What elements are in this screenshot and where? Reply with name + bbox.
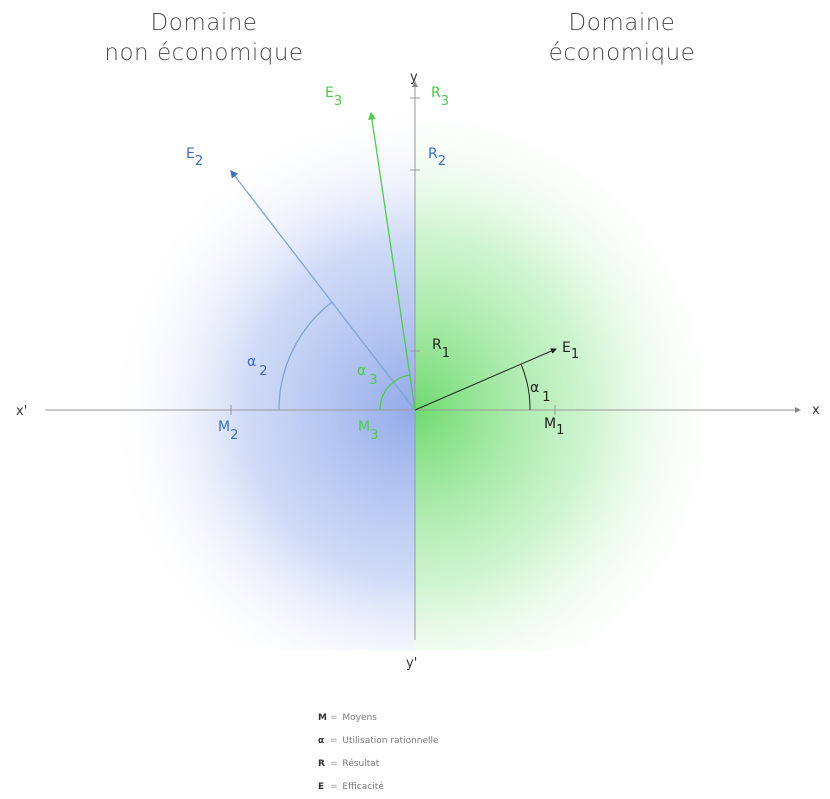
label-e2: E2 — [186, 146, 203, 169]
angle-arc-a1 — [520, 363, 531, 411]
legend-text: Moyens — [342, 713, 377, 723]
axis-label-y-neg: y' — [406, 656, 417, 671]
legend-text: Efficacité — [342, 782, 384, 792]
title-right-line1: Domaine — [568, 10, 676, 36]
title-right-line2: économique — [548, 40, 696, 66]
vector-e1 — [414, 348, 557, 411]
angle-arc-a3 — [379, 374, 411, 411]
vector-e3 — [368, 111, 416, 411]
legend-row-utilisation: α = Utilisation rationnelle — [318, 730, 439, 753]
axis-label-x-neg: x' — [16, 404, 27, 419]
label-r1: R1 — [432, 337, 450, 361]
non-economic-domain-title: Domaine non économique — [54, 8, 354, 68]
label-r2: R2 — [428, 146, 446, 169]
axis-label-x-pos: x — [812, 403, 820, 418]
legend-text: Utilisation rationnelle — [342, 736, 439, 746]
label-r3: R3 — [431, 85, 449, 109]
label-alpha2: α2 — [247, 354, 268, 379]
economic-zone — [415, 90, 745, 650]
title-left-line1: Domaine — [150, 10, 258, 36]
angle-arc-a2 — [278, 301, 333, 411]
legend-text: Résultat — [342, 759, 380, 769]
label-e3: E3 — [325, 85, 342, 109]
legend-symbol: M — [318, 713, 327, 723]
label-m3: M3 — [358, 419, 378, 443]
title-left-line2: non économique — [104, 40, 304, 66]
label-m1: M1 — [544, 416, 564, 438]
label-m2: M2 — [218, 419, 238, 443]
label-e1: E1 — [562, 340, 579, 362]
axis-label-y-pos: y — [410, 70, 418, 85]
label-alpha3: α3 — [357, 363, 378, 388]
vector-e2 — [230, 169, 416, 411]
legend-symbol: R — [318, 759, 325, 769]
legend: M = Moyens α = Utilisation rationnelle R = … — [318, 707, 439, 799]
legend-row-resultat: R = Résultat — [318, 753, 439, 776]
legend-row-efficacite: E = Efficacité — [318, 776, 439, 799]
legend-symbol: α — [318, 736, 325, 746]
economic-domain-title: Domaine économique — [472, 8, 772, 68]
label-alpha1: α1 — [530, 380, 551, 405]
non-economic-zone — [90, 90, 415, 650]
legend-row-moyens: M = Moyens — [318, 707, 439, 730]
legend-symbol: E — [318, 782, 325, 792]
